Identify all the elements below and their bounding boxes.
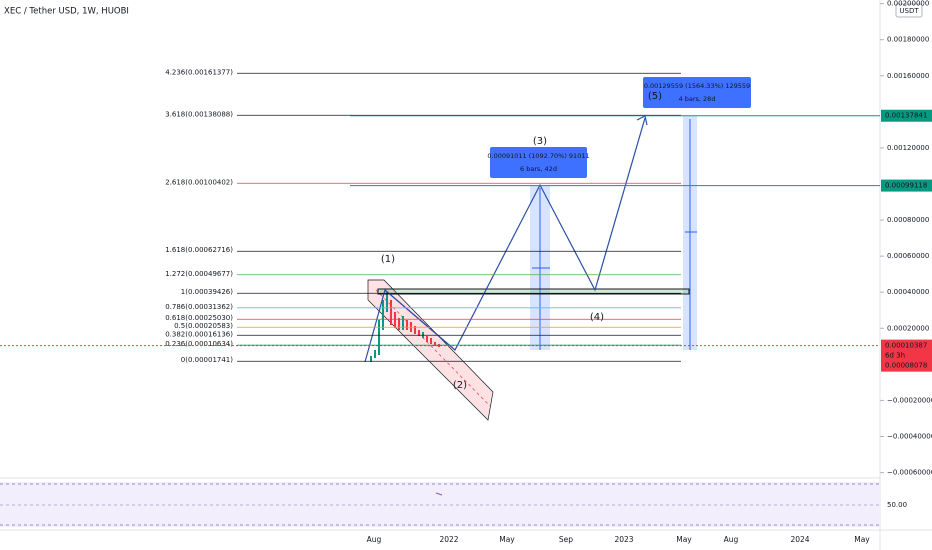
fib-label: 0(0.00001741) bbox=[181, 356, 233, 364]
wave-label: (5) bbox=[648, 91, 662, 102]
zone-box bbox=[377, 288, 690, 295]
symbol-title: XEC / Tether USD, 1W, HUOBI bbox=[4, 7, 129, 17]
indicator-line bbox=[435, 492, 443, 496]
y-tick-label: 0.00060000 bbox=[887, 252, 929, 260]
y-tick-label: −0.00040000 bbox=[887, 433, 932, 441]
price-tag bbox=[881, 109, 932, 122]
y-tick-label: 0.00200000 bbox=[887, 0, 929, 8]
measure-text: 0.00091011 (1092.70%) 91011 bbox=[487, 152, 589, 160]
fib-label: 0.618(0.00025030) bbox=[165, 314, 233, 322]
time-label: Aug bbox=[724, 535, 739, 544]
time-label: May bbox=[499, 535, 515, 544]
y-tick-label: 0.00040000 bbox=[887, 288, 929, 296]
last-price: 0.00008078 bbox=[885, 362, 927, 370]
wave-label: (4) bbox=[590, 312, 604, 323]
currency: USDT bbox=[899, 7, 919, 15]
time-label: May bbox=[676, 535, 692, 544]
price-tag-label: 0.00137841 bbox=[885, 112, 927, 120]
measure-text: 0.00129559 (1564.33%) 129559 bbox=[644, 82, 750, 90]
fib-label: 1.618(0.00062716) bbox=[165, 246, 233, 254]
y-tick-label: 0.00180000 bbox=[887, 36, 929, 44]
wave-label: (1) bbox=[381, 254, 395, 265]
y-tick-label: 0.00120000 bbox=[887, 144, 929, 152]
currency-box[interactable] bbox=[895, 3, 923, 18]
measure-sub: 4 bars, 28d bbox=[679, 95, 716, 103]
measure-box bbox=[643, 77, 751, 108]
measure-box bbox=[490, 147, 587, 178]
time-label: May bbox=[854, 535, 870, 544]
wave-path bbox=[364, 117, 646, 363]
time-label: 2024 bbox=[790, 535, 809, 544]
fib-label: 1(0.00039426) bbox=[181, 288, 233, 296]
price-tag-label: 0.00099118 bbox=[885, 182, 927, 190]
y-tick-label: 0.00160000 bbox=[887, 72, 929, 80]
fib-label: 0.382(0.00016136) bbox=[165, 330, 233, 338]
y-tick-label: 0.00080000 bbox=[887, 216, 929, 224]
indicator-tick: 50.00 bbox=[887, 501, 907, 509]
price-tag bbox=[881, 339, 932, 372]
y-tick-label: 0.00020000 bbox=[887, 324, 929, 332]
fib-label: 2.618(0.00100402) bbox=[165, 178, 233, 186]
countdown: 6d 3h bbox=[885, 352, 905, 360]
time-label: 2023 bbox=[614, 535, 633, 544]
fib-label: 1.272(0.00049677) bbox=[165, 270, 233, 278]
wave-label: (2) bbox=[453, 380, 467, 391]
price-tag-label: 0.00010387 bbox=[885, 342, 927, 350]
y-tick-label: −0.00060000 bbox=[887, 469, 932, 477]
measure-sub: 6 bars, 42d bbox=[520, 165, 557, 173]
time-label: Sep bbox=[559, 535, 573, 544]
channel bbox=[367, 279, 494, 421]
time-label: 2022 bbox=[439, 535, 458, 544]
fib-label: 3.618(0.00138088) bbox=[165, 110, 233, 118]
fib-label: 4.236(0.00161377) bbox=[165, 68, 233, 76]
time-label: Aug bbox=[367, 535, 382, 544]
fib-label: 0.5(0.00020583) bbox=[174, 322, 233, 330]
wave-label: (3) bbox=[533, 136, 547, 147]
fib-label: 0.786(0.00031362) bbox=[165, 303, 233, 311]
wave-path bbox=[384, 289, 456, 351]
fib-label: 0.236(0.00010634) bbox=[165, 340, 233, 348]
y-tick-label: −0.00020000 bbox=[887, 396, 932, 404]
price-tag bbox=[881, 179, 932, 192]
